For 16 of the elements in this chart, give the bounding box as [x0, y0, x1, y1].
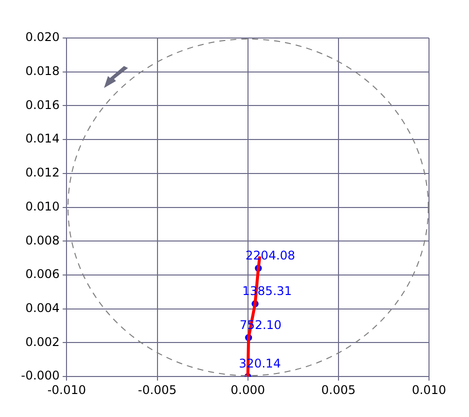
x-tick-label: -0.010 [47, 382, 86, 397]
y-tick-label: 0.002 [25, 334, 60, 349]
x-tick-label: 0.010 [412, 382, 446, 397]
y-tick-label: 0.010 [25, 199, 60, 214]
x-tick-label: 0.000 [230, 382, 266, 397]
y-tick-label: 0.018 [25, 64, 60, 78]
x-tick-label: -0.005 [138, 382, 177, 397]
y-tick-label: -0.000 [20, 368, 60, 383]
x-tick-label: 0.005 [321, 382, 356, 397]
y-tick-label: 0.016 [25, 98, 60, 112]
y-tick-label: 0.012 [25, 166, 60, 180]
y-tick-label: 0.008 [25, 233, 60, 248]
y-tick-label: 0.006 [25, 267, 60, 282]
y-tick-label: 0.014 [25, 132, 60, 146]
y-tick-label: 0.004 [25, 301, 60, 316]
y-tick-label: 0.020 [25, 30, 60, 44]
